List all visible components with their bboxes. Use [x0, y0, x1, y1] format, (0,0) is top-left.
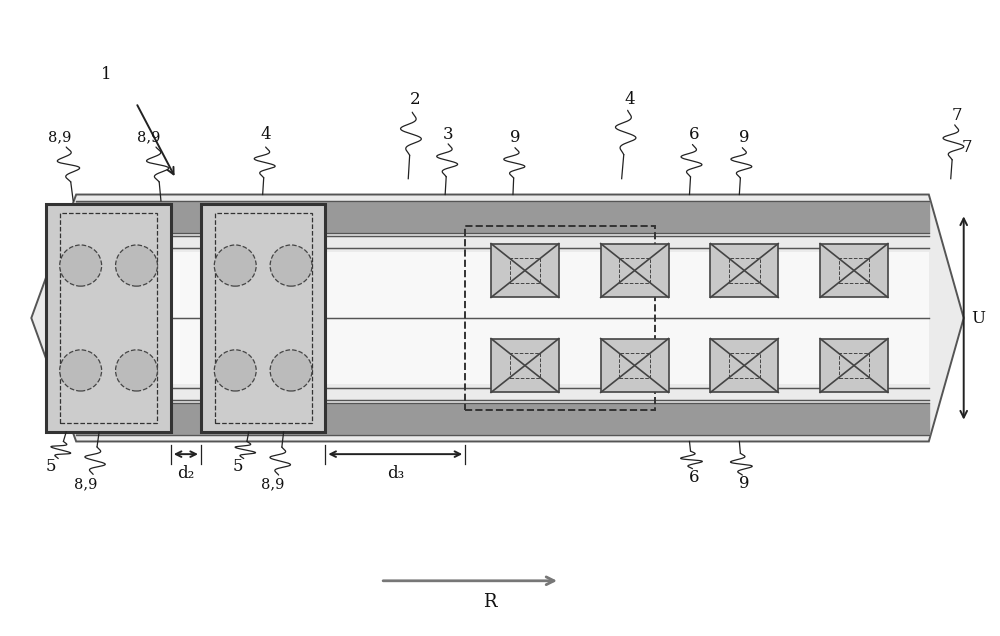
Text: 8,9: 8,9 — [261, 477, 284, 491]
Bar — [215, 213, 312, 423]
Text: 8,9: 8,9 — [137, 130, 161, 144]
Bar — [710, 338, 778, 392]
Bar — [820, 244, 888, 298]
Bar — [510, 258, 540, 282]
Bar — [491, 244, 559, 298]
Bar — [729, 258, 760, 282]
Bar — [820, 338, 888, 392]
Text: d₂: d₂ — [177, 465, 194, 481]
Text: 6: 6 — [689, 126, 700, 143]
Bar — [601, 244, 669, 298]
Text: 4: 4 — [260, 126, 271, 143]
Text: 3: 3 — [443, 126, 453, 143]
Bar — [76, 251, 929, 385]
Text: 5: 5 — [46, 459, 56, 475]
Bar — [465, 226, 655, 410]
Text: d₃: d₃ — [387, 465, 404, 481]
Text: 8,9: 8,9 — [48, 130, 71, 144]
Ellipse shape — [60, 350, 102, 391]
Bar — [60, 213, 157, 423]
Ellipse shape — [116, 350, 157, 391]
Text: 6: 6 — [689, 469, 700, 486]
Text: 4: 4 — [624, 91, 635, 108]
Bar — [619, 354, 650, 378]
Text: 7: 7 — [961, 139, 972, 156]
Bar — [839, 258, 869, 282]
Ellipse shape — [214, 350, 256, 391]
Bar — [46, 204, 171, 432]
Bar — [510, 354, 540, 378]
Text: 1: 1 — [101, 66, 111, 83]
Text: 9: 9 — [739, 475, 750, 492]
Ellipse shape — [60, 245, 102, 286]
Text: U: U — [972, 310, 986, 326]
Text: 9: 9 — [739, 129, 750, 146]
Bar — [491, 338, 559, 392]
Bar — [729, 354, 760, 378]
Text: 5: 5 — [232, 459, 243, 475]
Text: 2: 2 — [410, 91, 421, 108]
Text: R: R — [483, 593, 497, 611]
Bar — [201, 204, 325, 432]
Ellipse shape — [116, 245, 157, 286]
Bar — [619, 258, 650, 282]
Ellipse shape — [270, 245, 312, 286]
Text: 9: 9 — [510, 129, 520, 146]
Bar — [710, 244, 778, 298]
Bar — [839, 354, 869, 378]
Text: 7: 7 — [951, 107, 962, 124]
Ellipse shape — [214, 245, 256, 286]
Ellipse shape — [270, 350, 312, 391]
Text: 8,9: 8,9 — [74, 477, 98, 491]
Polygon shape — [31, 195, 964, 441]
Bar — [601, 338, 669, 392]
